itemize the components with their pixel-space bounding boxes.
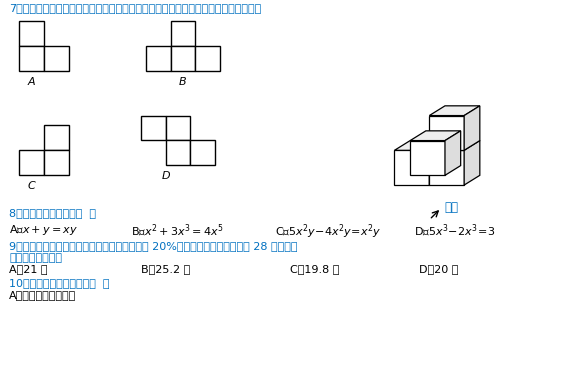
Text: 7、右图是由几个相同的小正方体搭成的一个几何体，从左边看得到的平面图形是（）: 7、右图是由几个相同的小正方体搭成的一个几何体，从左边看得到的平面图形是（）: [9, 3, 261, 13]
Polygon shape: [464, 141, 480, 185]
Text: 正面: 正面: [444, 201, 458, 214]
Bar: [141, 116, 166, 141]
Bar: [19, 21, 44, 46]
Text: 9、某商店把一商品按标价的九折出售仍可获利 20%，若该商品的标价为每件 28 元，则该: 9、某商店把一商品按标价的九折出售仍可获利 20%，若该商品的标价为每件 28 …: [9, 241, 298, 251]
Bar: [19, 150, 44, 175]
Text: A、21 元: A、21 元: [9, 264, 48, 275]
Text: D: D: [162, 171, 170, 181]
Polygon shape: [429, 106, 480, 116]
Bar: [171, 21, 196, 46]
Text: A、两点确定一条直线: A、两点确定一条直线: [9, 290, 77, 300]
Polygon shape: [429, 150, 464, 185]
Bar: [196, 46, 220, 71]
Text: D、$5x^{3}\!-\!2x^{3}\!=\!3$: D、$5x^{3}\!-\!2x^{3}\!=\!3$: [414, 223, 496, 239]
Text: D、20 元: D、20 元: [419, 264, 459, 275]
Text: B、$x^{2}+3x^{3}=4x^{5}$: B、$x^{2}+3x^{3}=4x^{5}$: [131, 223, 223, 239]
Bar: [171, 46, 196, 71]
Text: 商品的进价为（）: 商品的进价为（）: [9, 253, 62, 263]
Bar: [166, 141, 190, 165]
Polygon shape: [410, 131, 460, 141]
Text: C: C: [28, 181, 36, 191]
Polygon shape: [429, 141, 480, 150]
Bar: [44, 150, 69, 175]
Polygon shape: [429, 116, 464, 150]
Bar: [44, 46, 69, 71]
Bar: [166, 116, 190, 141]
Bar: [44, 126, 69, 150]
Text: A: A: [28, 77, 36, 87]
Polygon shape: [429, 141, 445, 185]
Bar: [145, 46, 171, 71]
Text: B、25.2 元: B、25.2 元: [141, 264, 190, 275]
Text: A、$x + y = xy$: A、$x + y = xy$: [9, 223, 78, 237]
Polygon shape: [410, 141, 445, 175]
Text: C、$5x^{2}y\!-\!4x^{2}y\!=\!x^{2}y$: C、$5x^{2}y\!-\!4x^{2}y\!=\!x^{2}y$: [275, 223, 381, 241]
Text: 8、下列运算正确的是（  ）: 8、下列运算正确的是（ ）: [9, 208, 96, 218]
Polygon shape: [464, 106, 480, 150]
Text: 10、下列说法不正确的是（  ）: 10、下列说法不正确的是（ ）: [9, 278, 110, 288]
Polygon shape: [395, 141, 445, 150]
Bar: [19, 46, 44, 71]
Bar: [190, 141, 215, 165]
Polygon shape: [445, 131, 460, 175]
Polygon shape: [395, 150, 429, 185]
Text: B: B: [179, 77, 187, 87]
Text: C、19.8 元: C、19.8 元: [290, 264, 339, 275]
